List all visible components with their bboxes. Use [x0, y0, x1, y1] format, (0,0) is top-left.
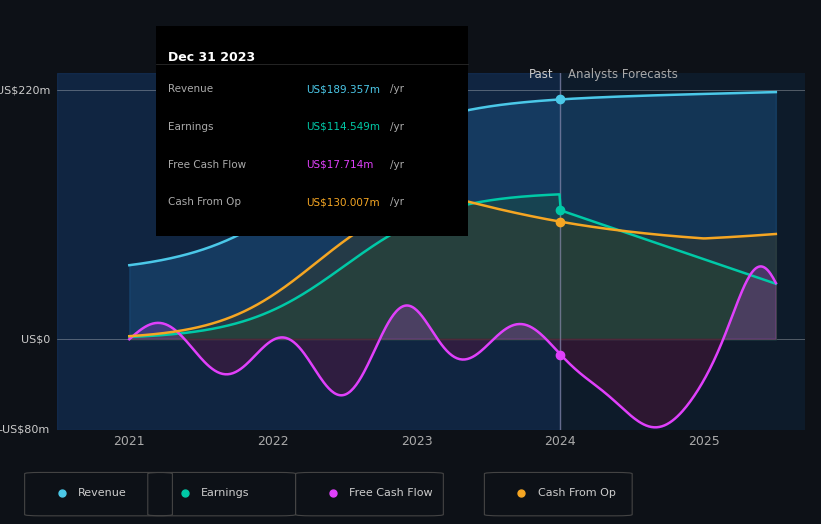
Text: US$220m: US$220m — [0, 85, 50, 95]
Text: US$130.007m: US$130.007m — [305, 197, 379, 208]
Text: /yr: /yr — [390, 122, 404, 132]
Text: Earnings: Earnings — [168, 122, 214, 132]
Text: Free Cash Flow: Free Cash Flow — [168, 159, 246, 170]
Text: Free Cash Flow: Free Cash Flow — [349, 487, 433, 498]
Text: /yr: /yr — [390, 84, 404, 94]
Text: US$114.549m: US$114.549m — [305, 122, 380, 132]
Text: US$17.714m: US$17.714m — [305, 159, 373, 170]
Text: US$189.357m: US$189.357m — [305, 84, 380, 94]
Text: Revenue: Revenue — [168, 84, 213, 94]
Text: US$0: US$0 — [21, 334, 50, 344]
Text: Cash From Op: Cash From Op — [538, 487, 616, 498]
Text: Dec 31 2023: Dec 31 2023 — [168, 51, 255, 64]
Text: Earnings: Earnings — [201, 487, 250, 498]
Text: Cash From Op: Cash From Op — [168, 197, 241, 208]
Text: -US$80m: -US$80m — [0, 424, 50, 435]
Text: Analysts Forecasts: Analysts Forecasts — [567, 68, 677, 81]
Text: Revenue: Revenue — [78, 487, 126, 498]
Text: /yr: /yr — [390, 159, 404, 170]
Text: Past: Past — [529, 68, 553, 81]
Bar — [57, 73, 560, 430]
Text: /yr: /yr — [390, 197, 404, 208]
